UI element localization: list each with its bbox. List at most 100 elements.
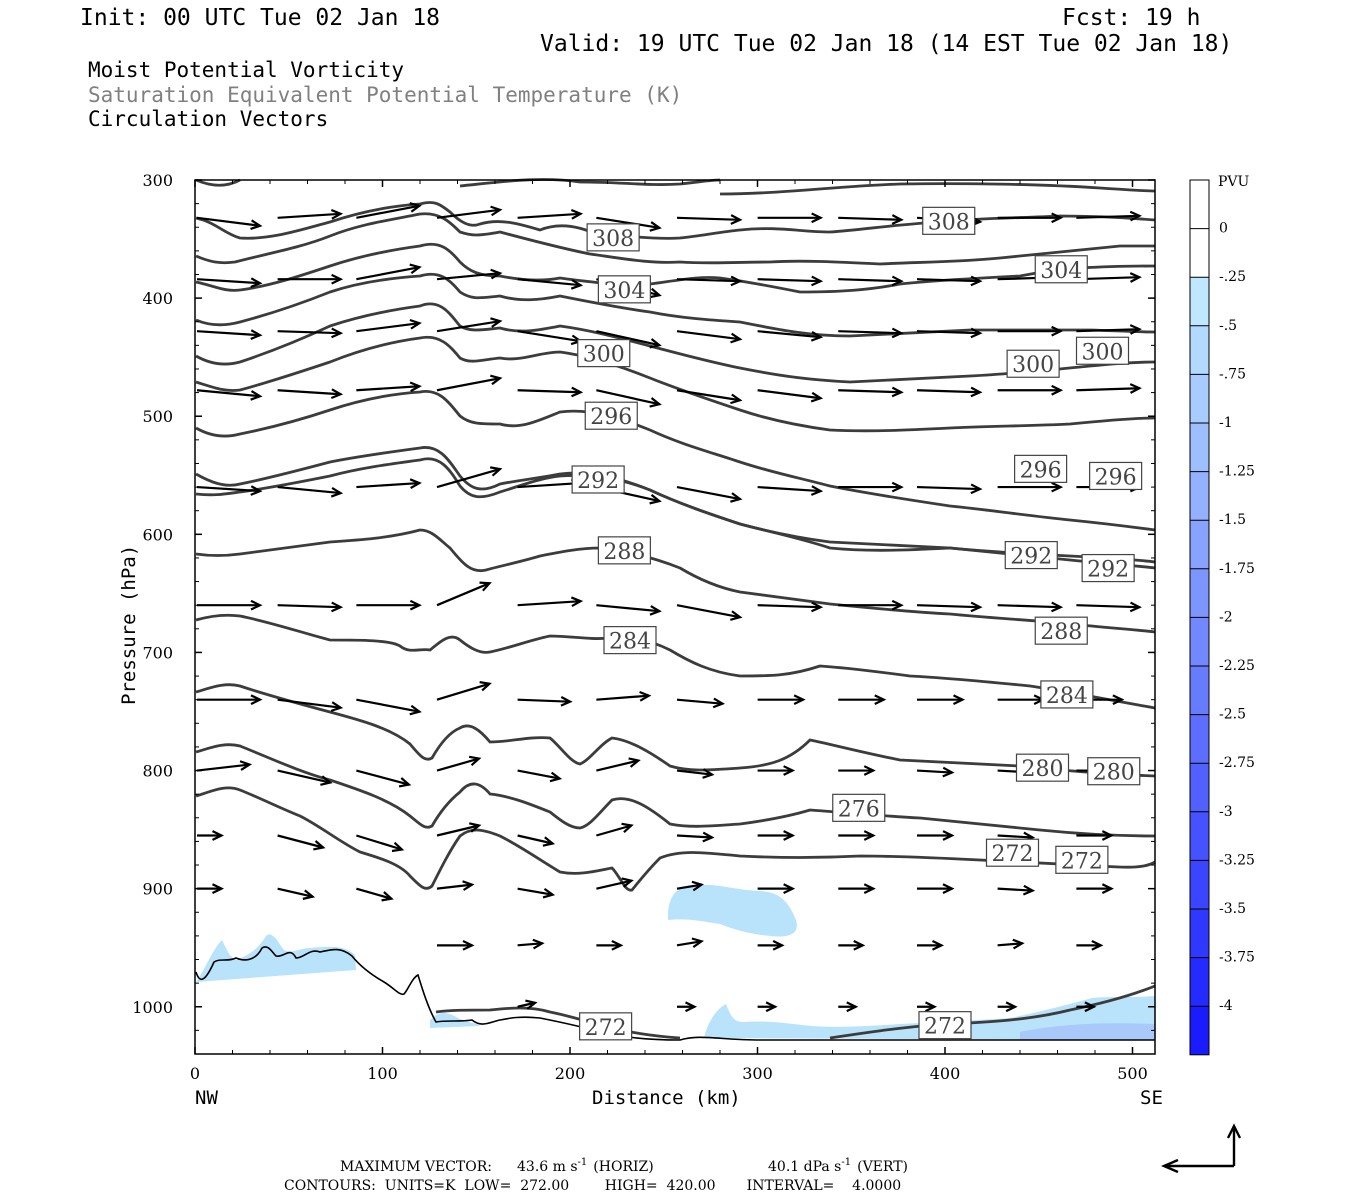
colorbar-label: -4 [1219,998,1233,1014]
contour-label: 300 [583,343,625,368]
circulation-vector [436,582,490,607]
contour-label: 272 [585,1016,627,1041]
circulation-vector-head [381,891,394,902]
circulation-vector-head [649,287,662,299]
circulation-vector [838,278,902,283]
colorbar-swatch [1190,811,1209,861]
circulation-vector [757,330,821,339]
colorbar-swatch [1190,180,1209,229]
colorbar-swatch [1190,520,1209,569]
contour-label: 292 [1010,545,1052,570]
circulation-vector [997,834,1033,839]
circulation-vector-head [549,771,563,783]
circulation-vector [196,763,250,772]
circulation-vector-head [490,268,503,280]
contour-312-nw [195,178,241,187]
contour-label: 284 [1046,684,1088,709]
circulation-vector-head [942,883,955,894]
contour-label: 296 [1095,465,1137,490]
circulation-vector-head [925,1001,938,1013]
circulation-vector-head [702,831,715,843]
circulation-vector [196,485,261,493]
circulation-vector-head [250,599,263,611]
circulation-vector-head [490,374,503,386]
circulation-vector [997,942,1023,947]
circulation-vector [277,330,341,335]
y-tick-label: 400 [142,289,173,308]
circulation-vector-head [239,760,253,771]
contour-label: 280 [1093,761,1135,786]
circulation-vector-head [302,889,316,900]
circulation-vector-head [874,694,887,706]
circulation-vector [997,887,1033,892]
y-axis-label: Pressure (hPa) [118,545,140,705]
x-tick-label: 0 [190,1064,200,1083]
circulation-vector-head [1101,883,1114,894]
colorbar-label: -2.5 [1219,707,1246,723]
circulation-vector-head [765,1001,778,1013]
contour-label: 308 [928,210,970,235]
circulation-vector-head [702,768,715,779]
circulation-vector [757,389,821,400]
x-axis-left-end: NW [195,1087,218,1109]
circulation-vectors [196,202,1142,1013]
circulation-vector-head [1051,481,1064,493]
contour-info: CONTOURS: UNITS=K LOW= 272.00 HIGH= 420.… [284,1178,901,1194]
circulation-vector [517,1001,536,1008]
x-tick-label: 200 [555,1064,586,1083]
contour-label: 296 [1020,458,1062,483]
circulation-vector [838,389,902,394]
circulation-vector [277,212,341,219]
y-tick-label: 900 [142,880,173,899]
circulation-vector [436,272,501,281]
circulation-vector-head [691,937,704,948]
contour-label-box [597,275,651,304]
x-tick-label: 100 [367,1064,398,1083]
circulation-vector-head [532,938,545,950]
contour-label-box [577,339,631,368]
circulation-vector [997,604,1061,609]
circulation-vector-head [970,327,983,339]
circulation-vector [517,600,581,607]
y-tick-label: 800 [142,762,173,781]
circulation-vector-head [391,841,405,853]
circulation-vector [676,389,741,402]
colorbar-swatch [1190,325,1209,375]
circulation-vector-head [810,391,824,403]
circulation-vector-head [863,765,876,776]
circulation-vector [596,604,660,613]
contour-296 [195,302,1156,384]
contour-268 [195,683,1156,778]
x-axis-right-end: SE [1140,1087,1163,1109]
circulation-vector-head [863,883,876,894]
contour-label-box [584,401,638,430]
forecast-hour: Fcst: 19 h [1062,5,1200,31]
circulation-vector-head [891,599,904,611]
contour-label-box [985,838,1040,867]
circulation-vector-head [331,327,344,339]
circulation-vector-head [330,486,344,498]
circulation-vector [916,330,981,335]
circulation-vector-head [649,338,662,349]
contour-label-box [1006,349,1060,378]
circulation-vector [676,769,713,776]
circulation-vector [517,481,581,489]
colorbar-swatch [1190,860,1209,909]
circulation-vector [356,481,420,489]
contour-label-box [832,793,886,822]
circulation-vector-head [489,466,503,477]
circulation-vector [676,278,741,283]
valid-time: Valid: 19 UTC Tue 02 Jan 18 (14 EST Tue … [540,31,1232,57]
colorbar-swatch [1190,714,1209,764]
contour-label: 304 [603,279,645,304]
circulation-vector-head [611,940,624,951]
circulation-vector [436,883,473,890]
circulation-vector-head [1129,272,1142,283]
circulation-vector-head [649,221,662,232]
x-axis-ticks: 0 100 200 300 400 500 [190,180,1148,1083]
contour-label: 280 [1022,757,1064,782]
circulation-vector-head [560,696,573,707]
circulation-vector-head [330,388,344,400]
colorbar-swatch [1190,909,1209,958]
circulation-vector [596,879,632,890]
